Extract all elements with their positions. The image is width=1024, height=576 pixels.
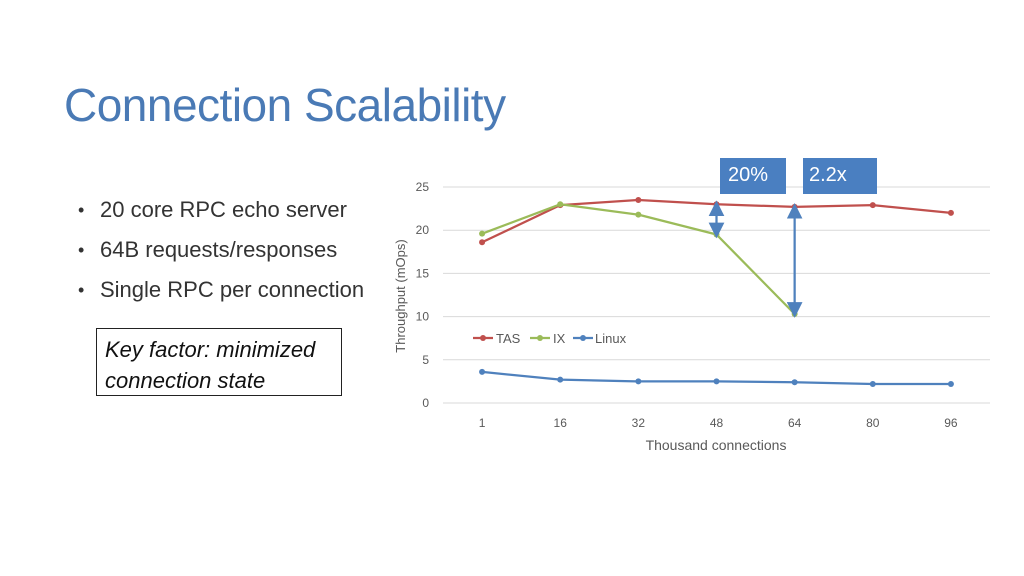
y-tick-label: 5 (422, 353, 429, 367)
data-point-linux (479, 368, 486, 375)
data-point-ix (791, 311, 798, 318)
bullet-text: 64B requests/responses (100, 237, 338, 262)
data-point-linux (791, 379, 798, 386)
bullet-text: 20 core RPC echo server (100, 197, 347, 222)
x-tick-label: 1 (479, 416, 486, 430)
bullet-item: • Single RPC per connection (78, 270, 364, 310)
legend-label-tas: TAS (496, 331, 521, 346)
y-tick-label: 20 (416, 223, 430, 237)
bullet-item: • 20 core RPC echo server (78, 190, 364, 230)
x-tick-label: 32 (632, 416, 646, 430)
data-point-linux (557, 376, 564, 383)
x-tick-label: 48 (710, 416, 724, 430)
legend-label-ix: IX (553, 331, 566, 346)
key-factor-box: Key factor: minimized connection state (96, 328, 342, 396)
y-tick-label: 0 (422, 396, 429, 410)
bullet-list: • 20 core RPC echo server • 64B requests/r… (78, 190, 364, 310)
data-point-tas (947, 209, 954, 216)
data-point-tas (479, 239, 486, 246)
legend-marker-tas (480, 335, 486, 341)
y-tick-label: 10 (416, 310, 430, 324)
data-point-tas (869, 202, 876, 209)
legend-label-linux: Linux (595, 331, 627, 346)
data-point-ix (479, 230, 486, 237)
bullet-text: Single RPC per connection (100, 277, 365, 302)
legend-marker-linux (580, 335, 586, 341)
bullet-dot: • (78, 199, 85, 220)
data-point-tas (713, 201, 720, 208)
data-point-ix (557, 201, 564, 208)
x-tick-label: 96 (944, 416, 958, 430)
y-tick-label: 15 (416, 266, 430, 280)
key-factor-line: Key factor: minimized (105, 337, 316, 362)
data-point-linux (947, 380, 954, 387)
data-point-linux (869, 380, 876, 387)
x-tick-label: 64 (788, 416, 802, 430)
x-tick-label: 16 (554, 416, 568, 430)
bullet-dot: • (78, 239, 85, 260)
key-factor-line: connection state (105, 368, 266, 393)
data-point-linux (635, 378, 642, 385)
data-point-tas (635, 196, 642, 203)
ix-gap-callout: 20% (720, 158, 786, 194)
legend-marker-ix (537, 335, 543, 341)
bullet-item: • 64B requests/responses (78, 230, 364, 270)
x-axis-label: Thousand connections (646, 437, 787, 453)
bullet-dot: • (78, 279, 85, 300)
data-point-tas (791, 203, 798, 210)
data-point-linux (713, 378, 720, 385)
linux-gap-callout: 2.2x (803, 158, 877, 194)
y-axis-label: Throughput (mOps) (393, 239, 408, 352)
slide-title: Connection Scalability (64, 79, 506, 131)
data-point-ix (713, 231, 720, 238)
data-point-ix (635, 211, 642, 218)
y-tick-label: 25 (416, 180, 430, 194)
x-tick-label: 80 (866, 416, 880, 430)
